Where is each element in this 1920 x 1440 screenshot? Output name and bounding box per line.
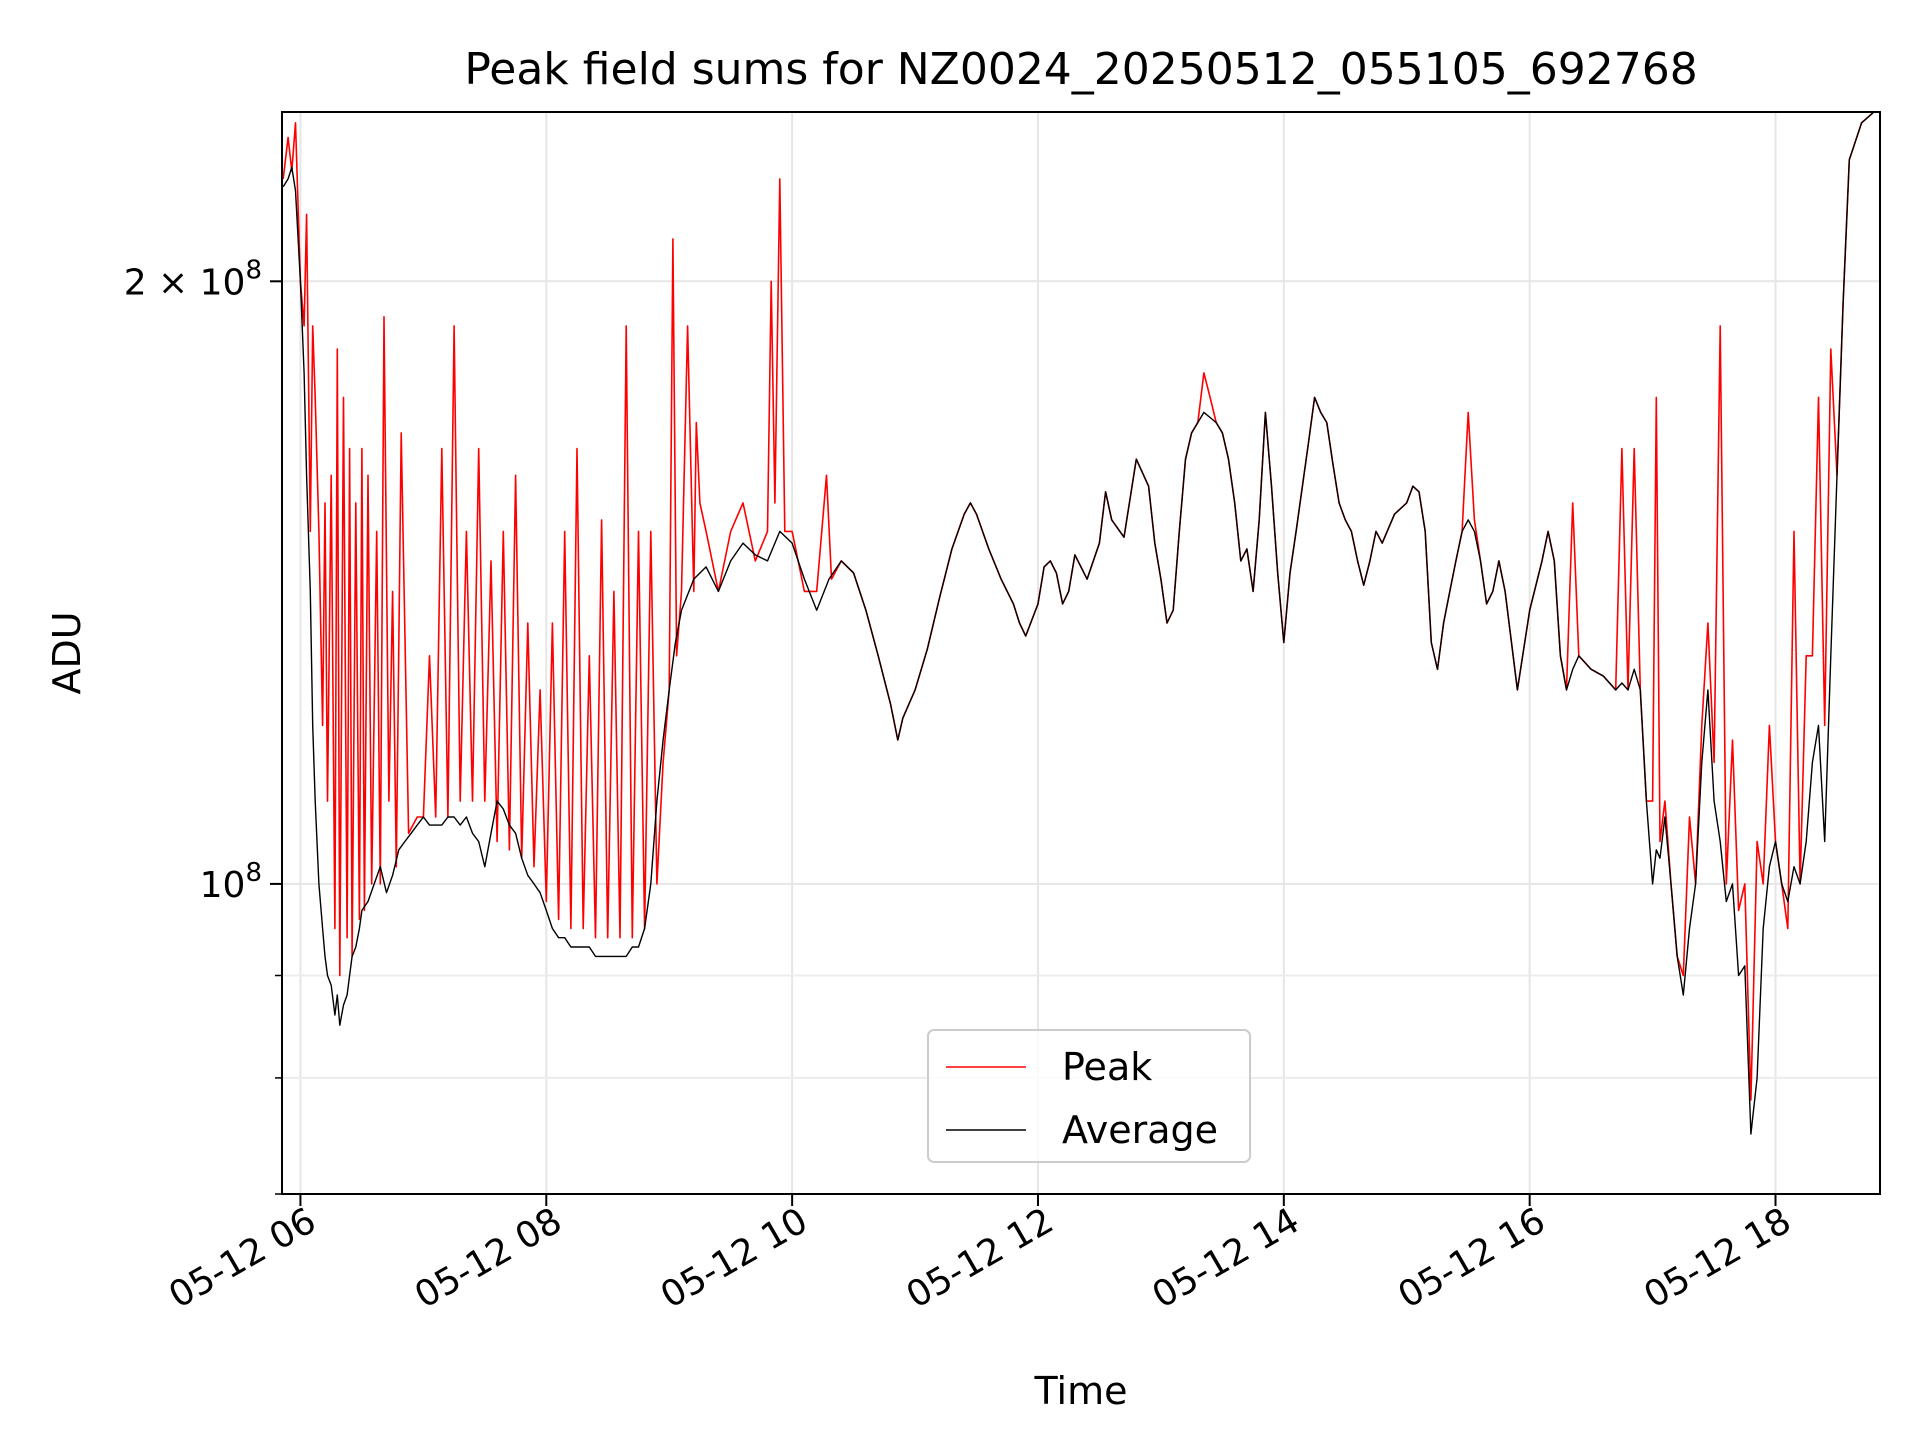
legend: Peak Average bbox=[927, 1029, 1251, 1163]
x-axis-label: Time bbox=[1034, 1369, 1128, 1413]
plot-frame bbox=[281, 111, 1881, 1195]
y-tick-label: 108 bbox=[200, 858, 262, 906]
series-line-average bbox=[282, 112, 1875, 1135]
series-layer bbox=[282, 112, 1875, 1135]
y-axis-label: ADU bbox=[45, 611, 89, 694]
legend-box bbox=[927, 1029, 1251, 1163]
chart-title: Peak field sums for NZ0024_20250512_0551… bbox=[464, 44, 1697, 95]
plot-area bbox=[281, 111, 1881, 1195]
legend-label-peak: Peak bbox=[1062, 1045, 1152, 1089]
y-axis: 108 2 × 108 bbox=[124, 255, 282, 1195]
plot-background bbox=[282, 112, 1880, 1194]
legend-label-average: Average bbox=[1062, 1108, 1218, 1152]
y-tick-label: 2 × 108 bbox=[124, 255, 262, 303]
